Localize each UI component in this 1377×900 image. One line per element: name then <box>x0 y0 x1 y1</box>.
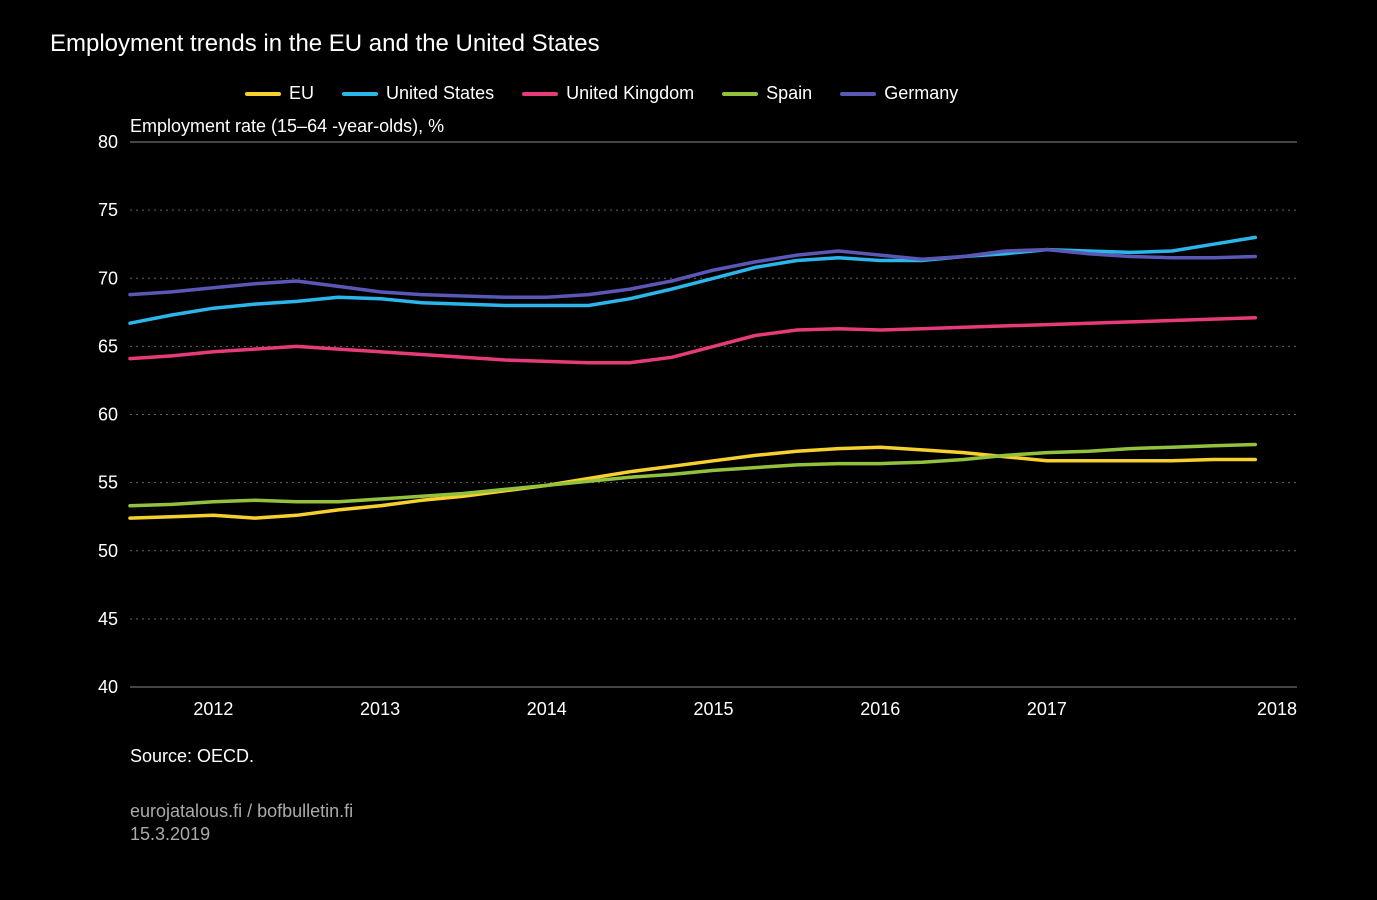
y-tick-label: 75 <box>98 200 118 220</box>
legend-swatch <box>342 92 378 96</box>
y-tick-label: 70 <box>98 268 118 288</box>
y-tick-label: 40 <box>98 677 118 697</box>
y-tick-label: 65 <box>98 336 118 356</box>
x-tick-label: 2016 <box>860 699 900 719</box>
legend-label-text: Spain <box>766 83 812 104</box>
series-line <box>130 445 1255 506</box>
legend-label-text: United States <box>386 83 494 104</box>
legend-swatch <box>245 92 281 96</box>
y-axis-label: Employment rate (15–64 -year-olds), % <box>130 116 444 136</box>
y-tick-label: 55 <box>98 473 118 493</box>
source-line: eurojatalous.fi / bofbulletin.fi <box>130 801 353 821</box>
y-tick-label: 45 <box>98 609 118 629</box>
legend-item: EU <box>245 83 314 104</box>
line-chart: 40 45 50 55 60 65 70 75 80 Employment rate (15–64… <box>50 112 1327 872</box>
chart-title: Employment trends in the EU and the Unit… <box>50 30 1327 58</box>
series-line <box>130 250 1255 298</box>
legend-swatch <box>722 92 758 96</box>
legend-item: United States <box>342 83 494 104</box>
x-tick-label: 2018 <box>1257 699 1297 719</box>
footnote: Source: OECD. <box>130 746 254 766</box>
x-tick-label: 2012 <box>193 699 233 719</box>
y-tick-label: 50 <box>98 541 118 561</box>
legend-label-text: Germany <box>884 83 958 104</box>
legend-label-text: United Kingdom <box>566 83 694 104</box>
legend-swatch <box>840 92 876 96</box>
x-tick-label: 2014 <box>527 699 567 719</box>
legend-swatch <box>522 92 558 96</box>
series-line <box>130 318 1255 363</box>
x-tick-label: 2015 <box>693 699 733 719</box>
x-tick-label: 2013 <box>360 699 400 719</box>
legend: EU United States United Kingdom Spain German… <box>50 83 1327 104</box>
legend-item: Germany <box>840 83 958 104</box>
y-tick-label: 80 <box>98 132 118 152</box>
legend-label-text: EU <box>289 83 314 104</box>
x-tick-label: 2017 <box>1027 699 1067 719</box>
source-date: 15.3.2019 <box>130 824 210 844</box>
y-tick-label: 60 <box>98 405 118 425</box>
legend-item: Spain <box>722 83 812 104</box>
legend-item: United Kingdom <box>522 83 694 104</box>
